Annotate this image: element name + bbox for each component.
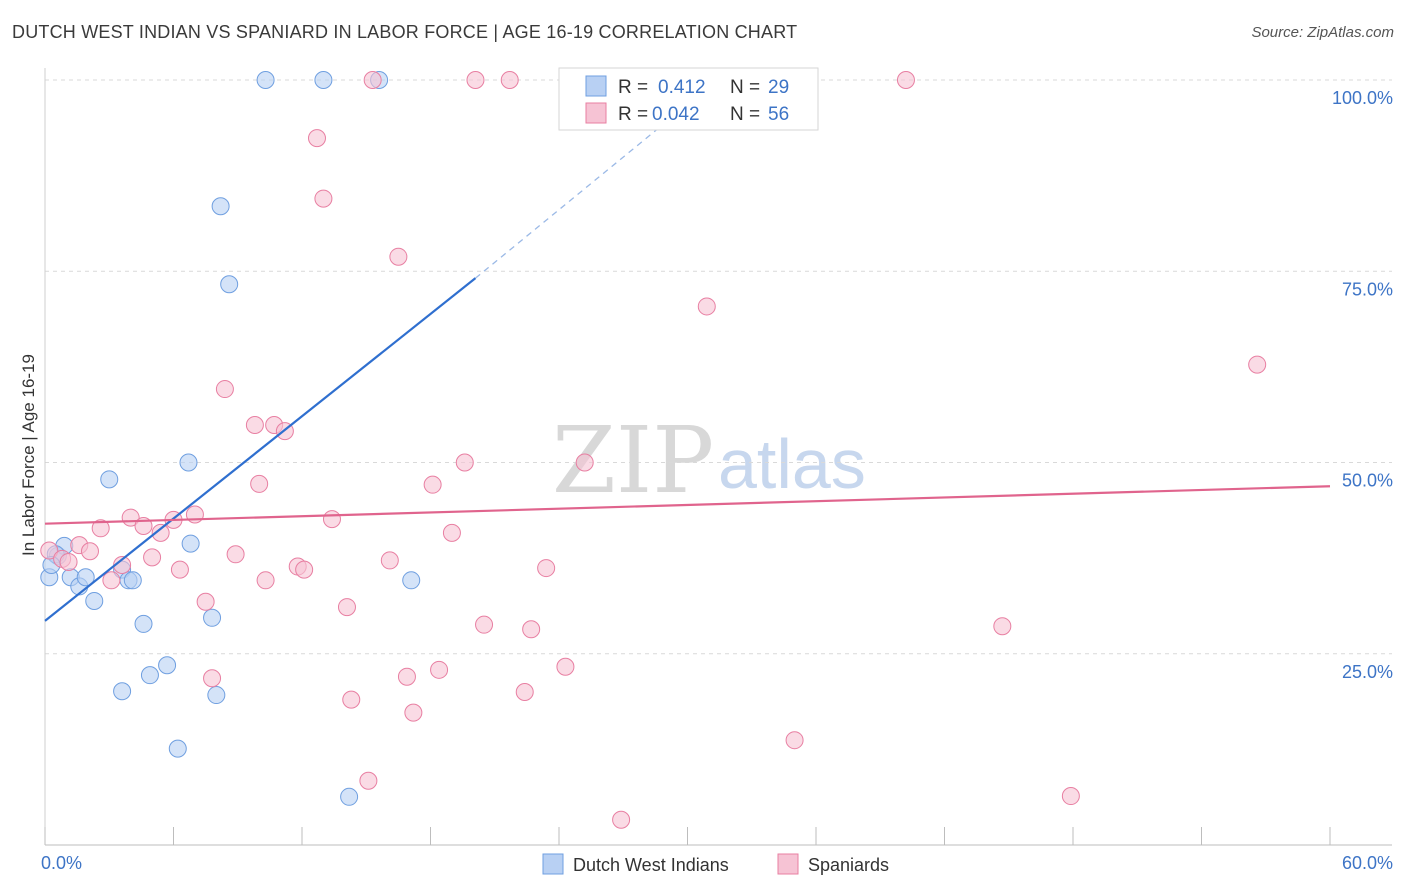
point-spaniard — [307, 129, 326, 148]
y-axis-label: In Labor Force | Age 16-19 — [19, 354, 38, 556]
point-spaniard — [697, 297, 716, 316]
point-dutch-west-indian — [179, 453, 198, 472]
y-tick-label: 100.0% — [1332, 88, 1393, 108]
point-spaniard — [612, 810, 631, 829]
legend-swatch-blue — [585, 75, 607, 97]
point-spaniard — [500, 71, 519, 89]
point-spaniard — [455, 453, 474, 472]
point-spaniard — [575, 453, 594, 472]
point-spaniard — [1248, 355, 1267, 374]
point-spaniard — [397, 667, 416, 686]
point-spaniard — [245, 416, 264, 435]
y-tick-label: 75.0% — [1342, 279, 1393, 299]
point-spaniard — [256, 571, 275, 590]
point-spaniard — [59, 552, 78, 571]
legend-r-label-1: R = — [618, 77, 648, 98]
point-dutch-west-indian — [100, 470, 119, 489]
series-legend: Dutch West Indians Spaniards — [542, 853, 889, 875]
point-spaniard — [196, 592, 215, 611]
point-spaniard — [896, 71, 915, 89]
point-spaniard — [226, 545, 245, 564]
point-spaniard — [215, 380, 234, 399]
point-dutch-west-indian — [168, 739, 187, 758]
point-spaniard — [91, 519, 110, 538]
point-dutch-west-indian — [158, 656, 177, 675]
point-spaniard — [342, 690, 361, 709]
point-spaniard — [993, 617, 1012, 636]
point-spaniard — [466, 71, 485, 89]
correlation-legend: R = 0.412 N = 29 R = 0.042 N = 56 — [558, 67, 819, 131]
point-dutch-west-indian — [113, 682, 132, 701]
trend-extension-dutch-west-indians — [475, 103, 688, 279]
source-label: Source: ZipAtlas.com — [1251, 24, 1394, 41]
point-dutch-west-indian — [134, 614, 153, 633]
point-spaniard — [203, 669, 222, 688]
point-dutch-west-indian — [314, 71, 333, 89]
point-spaniard — [295, 560, 314, 579]
point-spaniard — [515, 683, 534, 701]
trend-line-spaniards — [44, 485, 1331, 525]
point-spaniard — [363, 71, 382, 89]
y-tick-label: 50.0% — [1342, 471, 1393, 491]
legend-n-label-1: N = — [730, 77, 760, 98]
trend-line-dutch-west-indians — [44, 277, 477, 622]
point-spaniard — [404, 703, 423, 722]
point-dutch-west-indian — [220, 275, 239, 294]
legend-n-value-2: 56 — [768, 104, 789, 125]
point-dutch-west-indian — [76, 568, 95, 587]
point-spaniard — [143, 548, 162, 567]
point-dutch-west-indian — [256, 71, 275, 89]
point-spaniard — [380, 551, 399, 570]
x-tick-label: 0.0% — [41, 853, 82, 873]
x-tick-label: 60.0% — [1342, 853, 1393, 873]
point-dutch-west-indian — [207, 686, 226, 705]
point-dutch-west-indian — [402, 571, 421, 590]
bottom-legend-swatch-pink — [777, 853, 799, 875]
point-dutch-west-indian — [340, 787, 359, 806]
point-spaniard — [80, 542, 99, 561]
point-spaniard — [389, 247, 408, 266]
point-dutch-west-indian — [123, 571, 142, 590]
point-dutch-west-indian — [181, 534, 200, 553]
point-spaniard — [337, 598, 356, 617]
point-spaniard — [522, 620, 541, 639]
point-spaniard — [359, 771, 378, 790]
point-spaniard — [442, 523, 461, 542]
watermark-atlas: atlas — [718, 425, 866, 503]
chart-title: DUTCH WEST INDIAN VS SPANIARD IN LABOR F… — [12, 22, 798, 42]
point-spaniard — [250, 474, 269, 493]
bottom-legend-label-2: Spaniards — [808, 855, 889, 875]
point-dutch-west-indian — [211, 197, 230, 216]
point-spaniard — [475, 615, 494, 634]
legend-swatch-pink — [585, 102, 607, 124]
y-tick-label: 25.0% — [1342, 662, 1393, 682]
point-spaniard — [151, 523, 170, 542]
point-spaniard — [423, 475, 442, 494]
bottom-legend-label-1: Dutch West Indians — [573, 855, 729, 875]
point-spaniard — [556, 657, 575, 676]
legend-r-value-2: 0.042 — [652, 104, 700, 125]
point-spaniard — [537, 559, 556, 578]
legend-n-label-2: N = — [730, 104, 760, 125]
point-spaniard — [1061, 787, 1080, 806]
trend-lines — [44, 103, 1331, 622]
bottom-legend-swatch-blue — [542, 853, 564, 875]
point-dutch-west-indian — [85, 591, 104, 610]
point-spaniard — [430, 660, 449, 679]
point-spaniard — [314, 189, 333, 208]
axes: 25.0% 50.0% 75.0% 100.0% 0.0% 60.0% — [41, 68, 1393, 873]
gridlines — [45, 79, 1392, 655]
legend-n-value-1: 29 — [768, 77, 789, 98]
legend-r-label-2: R = — [618, 104, 648, 125]
point-spaniard — [785, 731, 804, 750]
legend-r-value-1: 0.412 — [658, 77, 706, 98]
point-spaniard — [322, 510, 341, 529]
point-dutch-west-indian — [140, 666, 159, 685]
point-spaniard — [40, 541, 59, 560]
point-spaniard — [102, 571, 121, 590]
point-dutch-west-indian — [203, 608, 222, 627]
point-spaniard — [170, 560, 189, 579]
